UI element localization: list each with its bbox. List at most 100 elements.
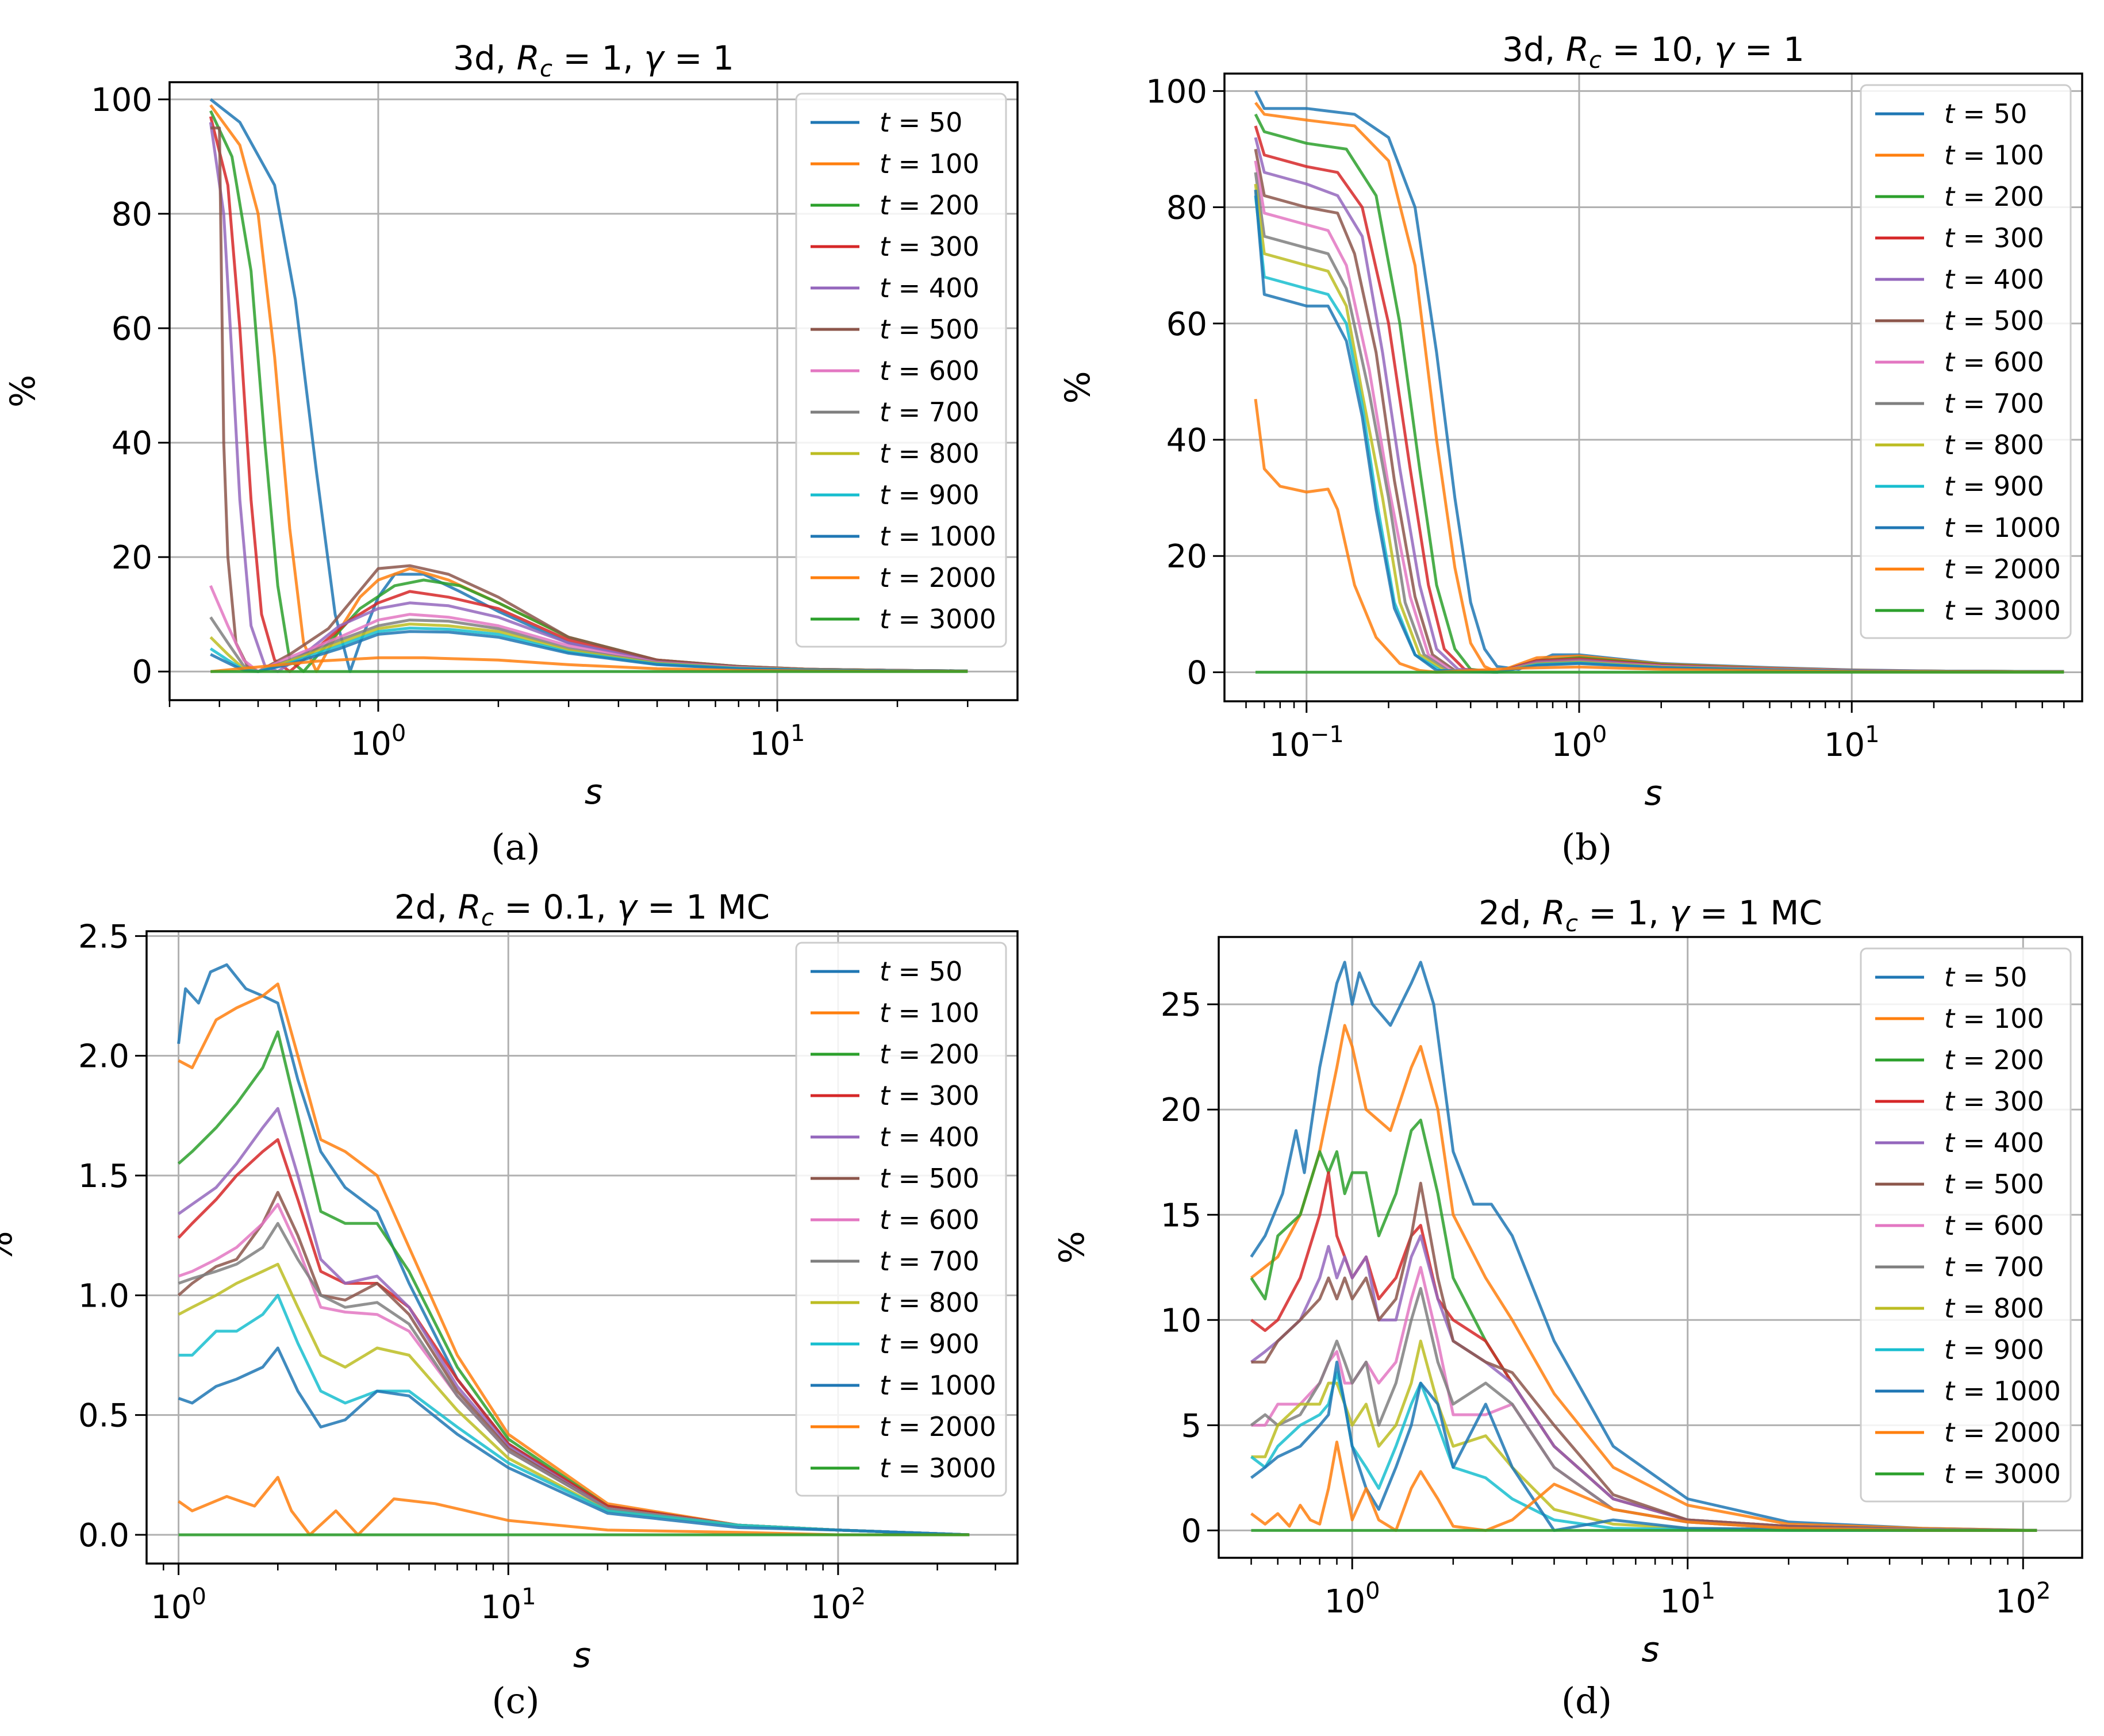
legend-label: t = 1000: [1944, 1376, 2061, 1407]
y-axis-label: %: [0, 1231, 20, 1263]
legend-label: t = 900: [880, 479, 980, 510]
legend-box: [1860, 947, 2072, 1503]
y-tick-label: 1.5: [78, 1158, 129, 1195]
series-line: [1250, 1234, 2037, 1532]
y-axis-label: %: [1052, 1231, 1092, 1263]
x-tick-label: 101: [1824, 721, 1880, 764]
x-tick-label: 101: [1660, 1578, 1715, 1620]
legend-label: t = 400: [1944, 264, 2044, 295]
legend-label: t = 800: [1944, 1293, 2044, 1324]
x-axis-label: s: [585, 772, 602, 812]
legend-label: t = 100: [880, 148, 980, 179]
y-tick-label: 60: [112, 310, 152, 348]
plot-frame: [168, 81, 1019, 701]
legend-label: t = 600: [1944, 347, 2044, 378]
legend-label: t = 50: [880, 107, 962, 138]
legend-label: t = 400: [1944, 1127, 2044, 1158]
legend-label: t = 700: [880, 1246, 980, 1277]
y-tick-label: 0: [132, 654, 152, 691]
panel-label-d: (d): [1561, 1680, 1612, 1722]
y-tick-label: 10: [1161, 1302, 1201, 1339]
legend-label: t = 900: [1944, 1334, 2044, 1365]
legend-label: t = 100: [1944, 1003, 2044, 1034]
legend-label: t = 1000: [880, 521, 996, 552]
x-tick-label: 101: [481, 1584, 536, 1626]
panel-a: 100 101 0 20 40 60 80 100 s% 3d, Rc = 1, γ = 1 t =…: [3, 39, 1019, 812]
x-tick-label: 101: [750, 720, 805, 763]
legend-label: t = 3000: [1944, 1458, 2061, 1489]
y-tick-label: 100: [91, 82, 152, 119]
legend-label: t = 2000: [880, 1411, 996, 1442]
legend-label: t = 2000: [1944, 1417, 2061, 1448]
plot-frame: [1218, 936, 2083, 1559]
x-tick-label: 100: [1552, 721, 1607, 764]
legend-label: t = 2000: [1944, 554, 2061, 585]
chart-title: 3d, Rc = 10, γ = 1: [1502, 30, 1804, 74]
x-tick-label: 100: [351, 720, 406, 763]
panel-label-c: (c): [492, 1680, 539, 1722]
legend-label: t = 50: [1944, 962, 2027, 993]
x-axis-label: s: [1641, 1630, 1659, 1670]
y-axis-label: %: [3, 375, 43, 408]
legend: t = 50 t = 100 t = 200 t = 300 t = 400 t = 50…: [795, 942, 1007, 1497]
legend-label: t = 500: [880, 314, 980, 345]
legend-label: t = 200: [880, 1039, 980, 1070]
legend-label: t = 400: [880, 272, 980, 304]
series-line: [178, 1476, 970, 1537]
panel-label-a: (a): [491, 826, 540, 868]
x-tick-label: 10−1: [1269, 721, 1344, 764]
series-line: [1250, 1371, 2037, 1532]
legend-label: t = 200: [1944, 1044, 2044, 1076]
legend-label: t = 100: [880, 997, 980, 1028]
legend-label: t = 600: [1944, 1210, 2044, 1241]
legend: t = 50 t = 100 t = 200 t = 300 t = 400 t = 50…: [795, 93, 1007, 648]
legend-label: t = 800: [1944, 429, 2044, 460]
series-line: [1250, 961, 2037, 1532]
series-line: [1250, 1361, 2037, 1532]
legend-label: t = 2000: [880, 562, 996, 593]
legend-label: t = 3000: [1944, 595, 2061, 626]
series-line: [1251, 1339, 2037, 1532]
x-tick-label: 102: [811, 1584, 866, 1626]
y-tick-label: 25: [1161, 986, 1201, 1024]
legend-label: t = 500: [1944, 1169, 2044, 1200]
legend-label: t = 700: [1944, 1251, 2044, 1282]
y-tick-label: 100: [1146, 73, 1207, 110]
y-tick-label: 0: [1181, 1512, 1201, 1550]
y-tick-label: 15: [1161, 1197, 1201, 1234]
legend-label: t = 600: [880, 1204, 980, 1235]
panel-d: 100 101 102 0 5 10 15 20 25 s% 2d, Rc = 1, γ = 1 M…: [1052, 893, 2083, 1670]
panel-b: 10−1 100 101 0 20 40 60 80 100 s% 3d, Rc = 10, γ =…: [1058, 30, 2083, 813]
legend-label: t = 3000: [880, 604, 996, 635]
panel-c: 100 101 102 0.0 0.5 1.0 1.5 2.0 2.5 s% 2d, Rc = 0.…: [0, 888, 1019, 1676]
series-line: [178, 982, 970, 1537]
legend-label: t = 200: [880, 190, 980, 221]
y-tick-label: 80: [1166, 190, 1207, 227]
y-tick-label: 80: [112, 196, 152, 233]
chart-title: 3d, Rc = 1, γ = 1: [453, 39, 734, 82]
y-tick-label: 40: [112, 425, 152, 462]
legend-label: t = 100: [1944, 140, 2044, 171]
chart-title: 2d, Rc = 0.1, γ = 1 MC: [394, 888, 770, 931]
legend-label: t = 900: [880, 1328, 980, 1359]
legend-label: t = 400: [880, 1122, 980, 1153]
legend-label: t = 1000: [1944, 512, 2061, 543]
legend-box: [795, 942, 1007, 1497]
y-axis-label: %: [1058, 371, 1098, 404]
y-tick-label: 20: [1166, 538, 1207, 575]
y-tick-label: 20: [1161, 1092, 1201, 1129]
series-line: [1251, 1181, 2037, 1532]
y-tick-label: 2.5: [78, 918, 129, 955]
y-tick-label: 1.0: [78, 1277, 129, 1315]
panel-label-b: (b): [1561, 826, 1612, 868]
plot-frame: [145, 930, 1019, 1565]
series-line: [178, 1293, 970, 1537]
legend-label: t = 300: [880, 1080, 980, 1111]
y-tick-label: 60: [1166, 306, 1207, 343]
legend-label: t = 500: [1944, 305, 2044, 336]
x-axis-label: s: [573, 1635, 591, 1676]
y-tick-label: 0: [1187, 654, 1207, 692]
legend-box: [1860, 84, 2072, 639]
